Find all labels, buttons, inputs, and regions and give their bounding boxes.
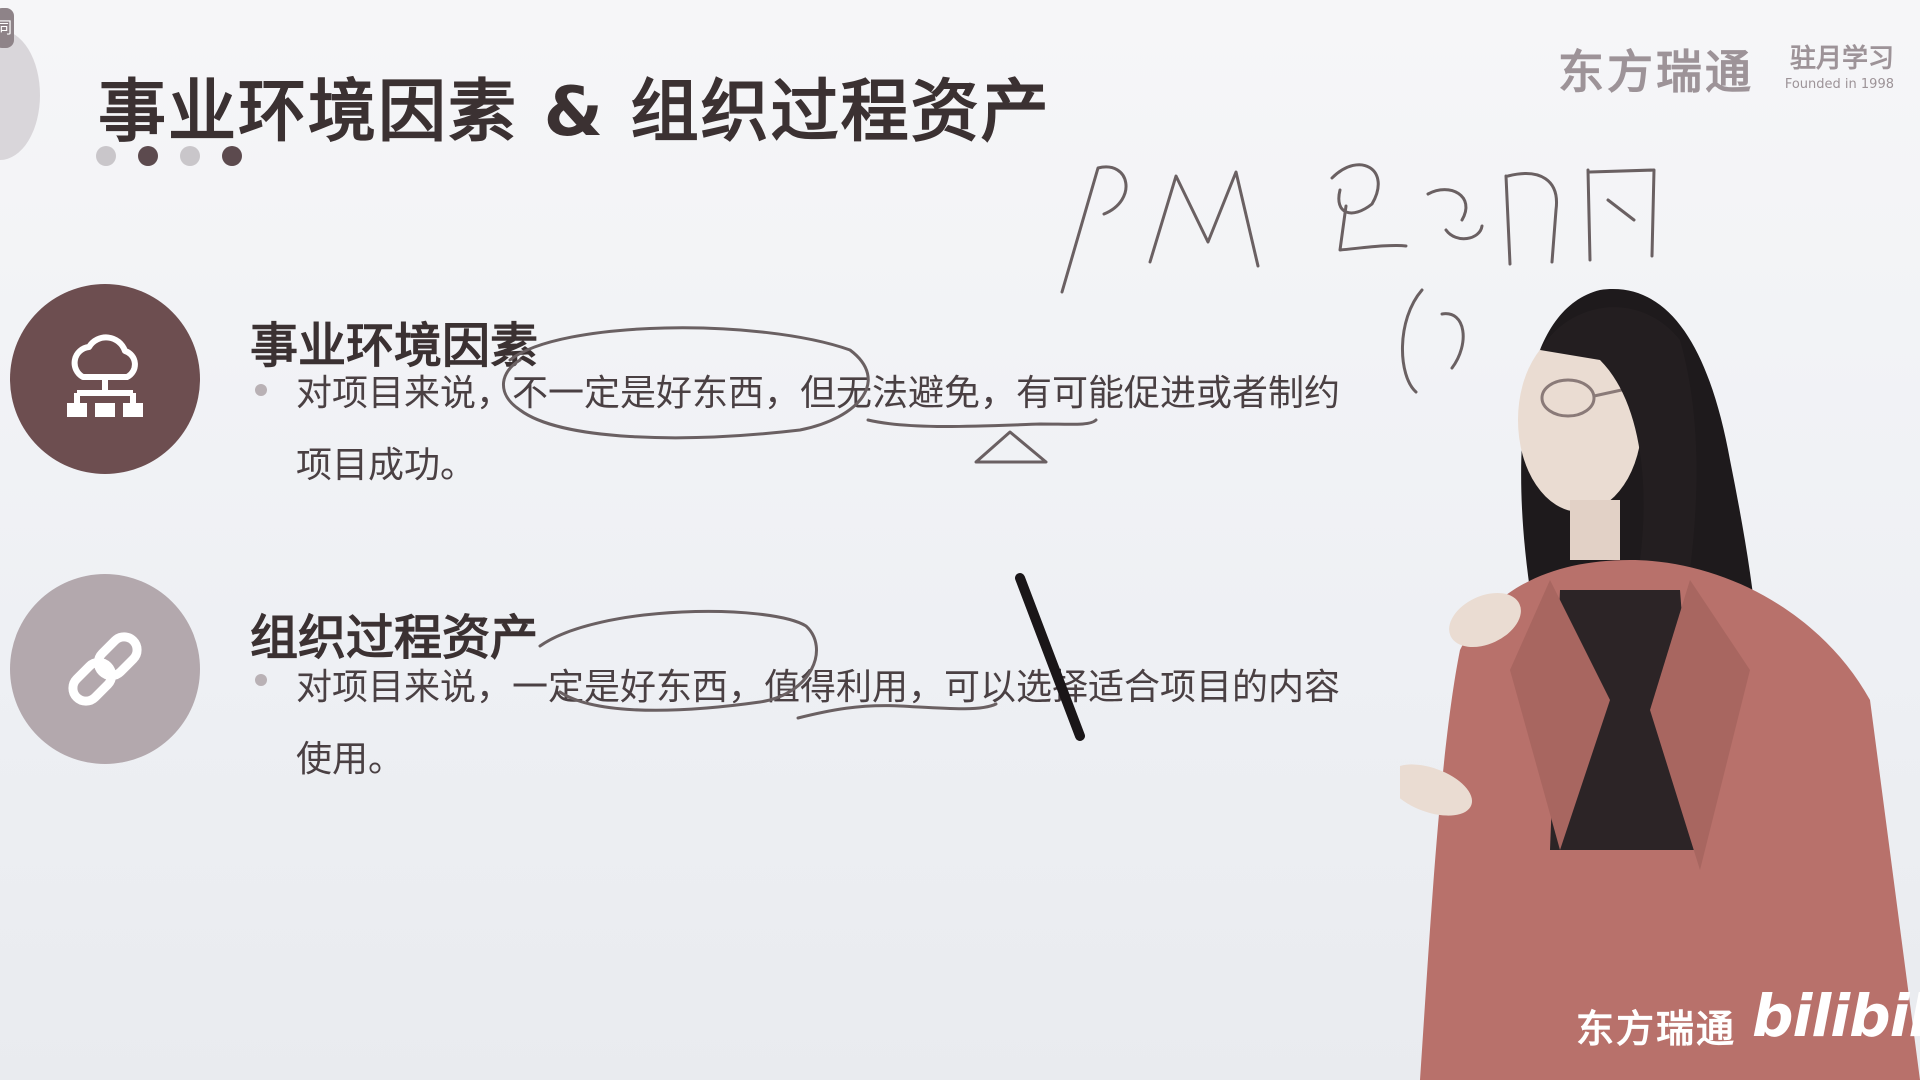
dot [222,146,242,166]
dot [138,146,158,166]
watermark-platform: bilibili [1752,982,1920,1050]
chain-link-icon [10,574,200,764]
bullet-dot [255,674,267,686]
dot [96,146,116,166]
presenter-figure [1400,289,1920,1080]
dot [180,146,200,166]
slide-dots [96,146,242,166]
section-title-assets: 组织过程资产 [250,610,539,666]
corner-decoration [0,30,40,160]
section-text-assets: 对项目来说，一定是好东西，值得利用，可以选择适合项目的内容使用。 [296,667,1341,780]
watermark-brand: 东方瑞通 [1576,1007,1737,1051]
brand-logo: 东方瑞通 [1558,45,1754,99]
bullet-dot [255,384,267,396]
cloud-network-icon [10,284,200,474]
sublogo-caption: Founded in 1998 [1784,77,1894,92]
section-text-environment: 对项目来说，不一定是好东西，但无法避免，有可能促进或者制约项目成功。 [296,373,1341,486]
slide-title: 事业环境因素 & 组织过程资产 [98,73,1051,152]
section-title-environment: 事业环境因素 [250,318,539,374]
corner-tab: 同 [0,8,14,48]
brand-sublogo: 驻月学习 Founded in 1998 [1774,38,1894,92]
sublogo-title: 驻月学习 [1789,44,1894,74]
